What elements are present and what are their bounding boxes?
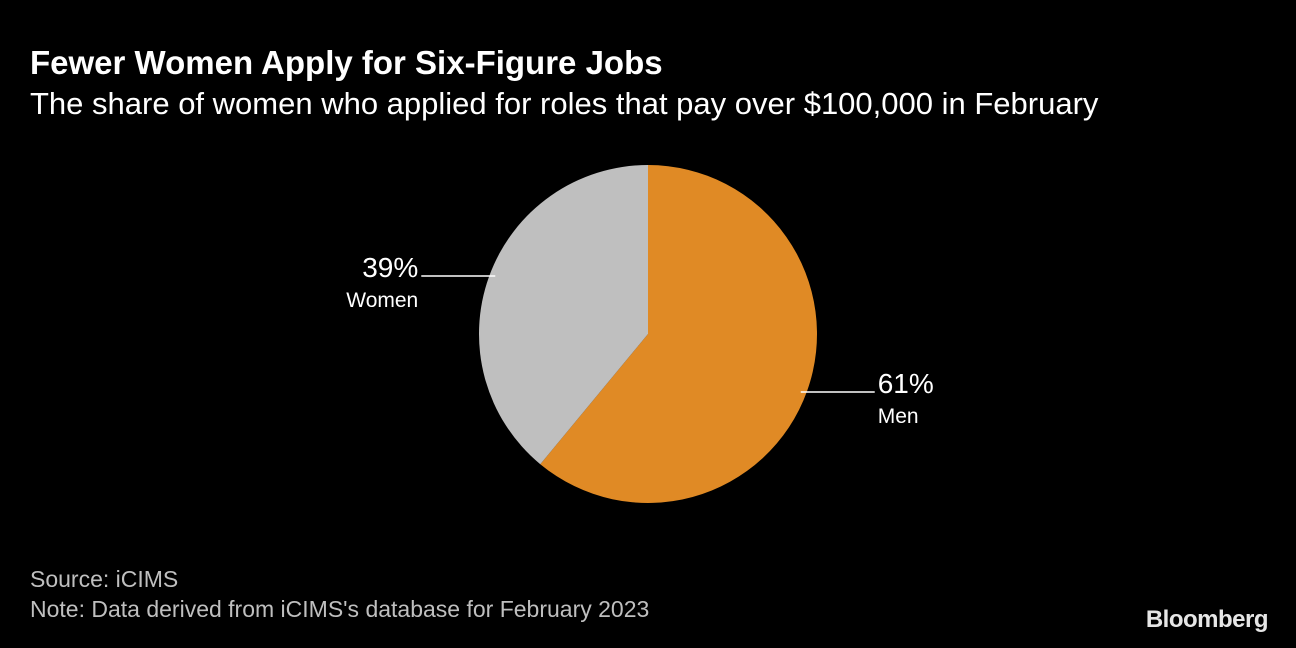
source-note: Source: iCIMS: [30, 566, 179, 592]
slice-value-label-men: 61%: [878, 368, 934, 399]
chart-subtitle: The share of women who applied for roles…: [30, 86, 1099, 121]
data-note: Note: Data derived from iCIMS's database…: [30, 596, 650, 622]
slice-name-label-women: Women: [346, 289, 418, 312]
chart-title: Fewer Women Apply for Six-Figure Jobs: [30, 44, 663, 81]
pie-slice-men: [540, 165, 817, 503]
bloomberg-logo: Bloomberg: [1145, 606, 1269, 633]
slice-name-label-men: Men: [878, 405, 919, 428]
slice-value-label-women: 39%: [362, 252, 418, 283]
pie-slice-women: [478, 165, 648, 465]
